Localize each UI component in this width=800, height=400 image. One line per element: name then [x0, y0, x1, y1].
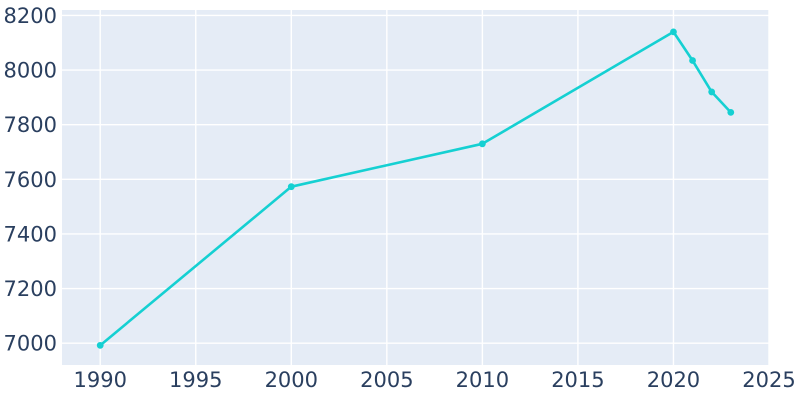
y-tick-label: 7200 [4, 277, 57, 301]
y-tick-label: 7800 [4, 113, 57, 137]
data-point[interactable] [689, 57, 696, 64]
data-point[interactable] [708, 88, 716, 96]
y-tick-label: 7000 [4, 332, 57, 356]
data-point[interactable] [478, 140, 486, 148]
x-tick-label: 2015 [551, 368, 604, 392]
x-tick-label: 1990 [73, 368, 126, 392]
x-tick-label: 2000 [265, 368, 318, 392]
x-tick-label: 2010 [456, 368, 509, 392]
plot-area[interactable] [62, 10, 769, 365]
y-tick-label: 7600 [4, 168, 57, 192]
x-tick-label: 2025 [742, 368, 795, 392]
x-tick-label: 2005 [360, 368, 413, 392]
x-tick-label: 2020 [647, 368, 700, 392]
x-tick-label: 1995 [169, 368, 222, 392]
data-point[interactable] [96, 341, 104, 349]
y-tick-label: 8000 [4, 59, 57, 83]
data-point[interactable] [727, 109, 735, 116]
data-point[interactable] [670, 28, 677, 36]
data-point[interactable] [287, 183, 295, 191]
y-tick-label: 8200 [4, 4, 57, 28]
y-tick-label: 7400 [4, 222, 57, 246]
